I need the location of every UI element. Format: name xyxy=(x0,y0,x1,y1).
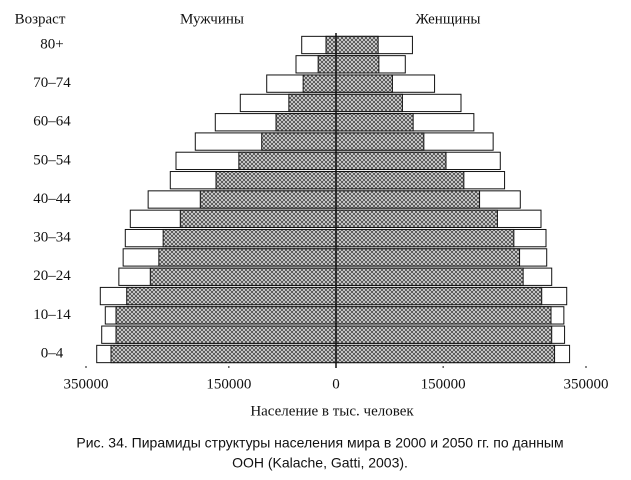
bar xyxy=(110,344,337,364)
bar xyxy=(115,325,337,344)
y-tick-label: 50–54 xyxy=(33,152,71,168)
bar xyxy=(261,132,337,151)
bar xyxy=(335,209,498,228)
bar xyxy=(335,248,521,267)
y-tick-label: 20–24 xyxy=(33,268,71,284)
y-tick-label: 70–74 xyxy=(33,75,71,91)
bar xyxy=(158,248,337,267)
caption-line: ООН (Kalache, Gatti, 2003). xyxy=(232,455,408,471)
bar xyxy=(335,344,556,364)
bar xyxy=(179,209,337,228)
bar xyxy=(335,93,403,113)
bar xyxy=(335,74,393,93)
bar xyxy=(335,171,465,190)
bar xyxy=(149,267,337,286)
bar xyxy=(215,171,337,190)
y-tick-label: 60–64 xyxy=(33,114,71,130)
bar xyxy=(126,286,337,306)
bar xyxy=(115,306,337,325)
bar xyxy=(275,113,337,132)
y-tick-label: 80+ xyxy=(40,36,63,52)
y-tick-label: 10–14 xyxy=(33,307,71,323)
bar xyxy=(335,286,543,306)
right-title: Женщины xyxy=(415,11,480,27)
bar xyxy=(317,55,337,74)
y-tick-label: 40–44 xyxy=(33,191,71,207)
bar xyxy=(238,151,337,171)
x-axis-label: Население в тыс. человек xyxy=(250,403,414,419)
bar xyxy=(288,93,337,113)
caption-line: Рис. 34. Пирамиды структуры населения ми… xyxy=(76,435,563,451)
bar xyxy=(302,74,337,93)
left-title: Мужчины xyxy=(180,11,244,27)
bar xyxy=(162,228,337,248)
bar xyxy=(335,132,425,151)
bar xyxy=(335,55,380,74)
bar xyxy=(335,325,553,344)
bar xyxy=(335,35,379,55)
x-tick-label: 350000 xyxy=(64,376,109,392)
y-tick-label: 0–4 xyxy=(41,345,64,361)
bar xyxy=(335,151,447,171)
bar xyxy=(335,306,552,325)
y-tick-label: 30–34 xyxy=(33,230,71,246)
bar xyxy=(199,190,337,209)
bar xyxy=(335,113,414,132)
x-tick-label: 0 xyxy=(332,376,340,392)
bar xyxy=(335,228,515,248)
bar xyxy=(335,267,524,286)
x-tick-label: 150000 xyxy=(421,376,466,392)
x-tick-label: 150000 xyxy=(206,376,251,392)
y-axis-label: Возраст xyxy=(15,11,66,27)
bar xyxy=(335,190,481,209)
x-tick-label: 350000 xyxy=(564,376,609,392)
bar xyxy=(325,35,337,55)
